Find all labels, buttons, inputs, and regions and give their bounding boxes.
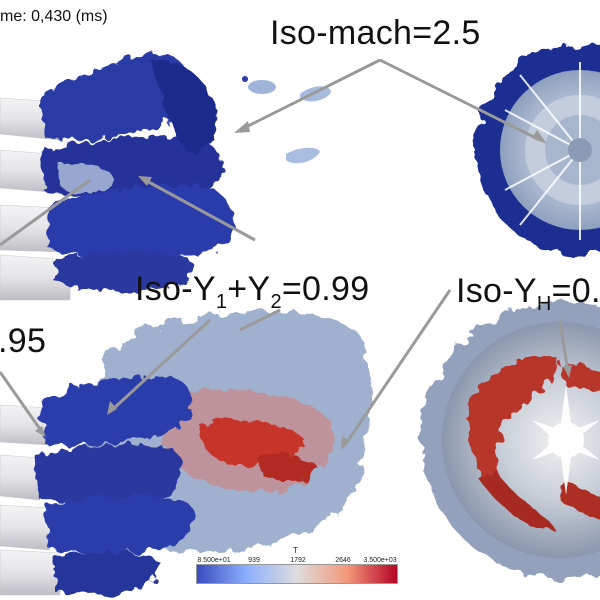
bottom-left-side-view (0, 310, 372, 596)
pointer-arrowheads (35, 121, 572, 450)
colorbar-tick: 2646 (335, 557, 351, 564)
floating-blobs (242, 76, 331, 164)
bottom-right-front-view (422, 302, 600, 578)
colorbar-tick: 8.500e+01 (197, 557, 231, 564)
simulation-time-label: me: 0,430 (ms) (0, 8, 108, 25)
iso-partial-label: .95 (0, 322, 47, 360)
colorbar-tick: 1792 (290, 557, 306, 564)
annotation-pointers (0, 58, 570, 446)
hot-core (160, 389, 335, 492)
center-star (532, 385, 600, 495)
iso-y-sum-value: =0.99 (281, 270, 370, 308)
iso-y-sum-plus: +Y (227, 270, 271, 308)
mach-isosurface-jets-top (40, 53, 235, 291)
top-right-front-view (475, 45, 600, 255)
iso-mach-label: Iso-mach=2.5 (270, 14, 481, 52)
colorbar-title: T (293, 546, 298, 555)
iso-y-sum-subscript-2: 2 (270, 291, 282, 313)
iso-y-sum-prefix: Iso-Y (135, 270, 216, 308)
colorbar-tick: 3.500e+03 (363, 557, 397, 564)
colorbar-tick: 939 (248, 557, 260, 564)
iso-yh-subscript: H (536, 293, 552, 315)
iso-y-sum-subscript-1: 1 (215, 291, 228, 313)
iso-y-sum-label: Iso-Y1+Y2=0.99 (135, 270, 369, 314)
injector-tubes-bottom (0, 404, 61, 596)
iso-yh-prefix: Iso-Y (456, 272, 537, 310)
temperature-colorbar (196, 564, 398, 584)
top-left-side-view (0, 53, 331, 301)
iso-yh-value: =0. (551, 272, 600, 310)
iso-yh-label: Iso-YH=0. (456, 272, 600, 316)
species-isosurface-jets (35, 376, 194, 596)
